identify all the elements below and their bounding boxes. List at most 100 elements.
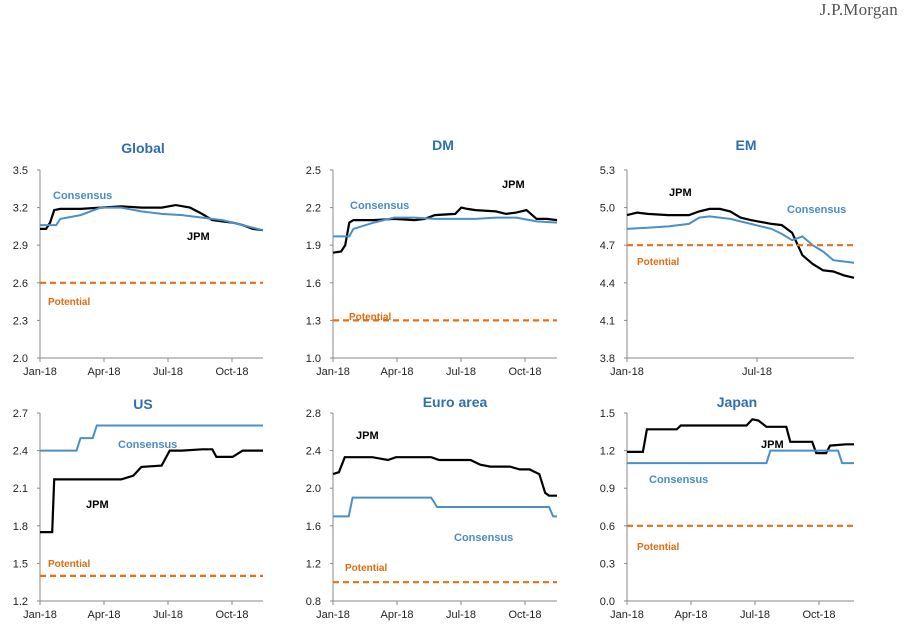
y-tick-label: 2.7	[13, 408, 28, 420]
y-tick-label: 1.8	[13, 521, 28, 533]
y-tick-label: 2.5	[306, 165, 321, 177]
y-tick-label: 1.2	[13, 596, 28, 608]
jpm-line	[332, 456, 557, 497]
potential-series-label: Potential	[637, 542, 679, 553]
x-tick-label: Apr-18	[380, 609, 413, 621]
consensus-line	[627, 449, 854, 465]
y-tick-label: 1.9	[306, 240, 321, 252]
y-tick-label: 4.7	[600, 240, 615, 252]
consensus-series-label: Consensus	[649, 474, 708, 486]
consensus-series-label: Consensus	[350, 200, 409, 212]
jpm-series-label: JPM	[86, 499, 109, 511]
y-tick-label: 2.8	[306, 408, 321, 420]
potential-series-label: Potential	[48, 559, 90, 570]
y-tick-label: 3.2	[13, 203, 28, 215]
y-tick-label: 1.6	[306, 278, 321, 290]
x-tick-label: Oct-18	[508, 609, 541, 621]
x-tick-label: Jul-18	[742, 366, 772, 378]
y-tick-label: 2.6	[13, 278, 28, 290]
y-tick-label: 2.2	[306, 203, 321, 215]
jpm-line	[40, 448, 263, 534]
y-tick-label: 0.3	[600, 558, 615, 570]
jpm-line	[332, 206, 558, 254]
x-tick-label: Apr-18	[87, 366, 120, 378]
x-tick-label: Jan-18	[316, 609, 350, 621]
consensus-series-label: Consensus	[787, 204, 846, 216]
y-tick-label: 1.6	[306, 521, 321, 533]
chart-title: US	[133, 396, 152, 412]
potential-series-label: Potential	[349, 312, 391, 323]
y-tick-label: 1.5	[600, 408, 615, 420]
jpm-line	[40, 203, 264, 232]
jpm-line	[626, 207, 855, 279]
y-tick-label: 3.8	[600, 353, 615, 365]
potential-series-label: Potential	[637, 257, 679, 268]
x-tick-label: Jul-18	[153, 366, 183, 378]
consensus-series-label: Consensus	[53, 190, 112, 202]
x-tick-label: Jan-18	[23, 366, 57, 378]
jpmorgan-logo: J.P.Morgan	[819, 0, 898, 19]
jpm-series-label: JPM	[761, 439, 784, 451]
consensus-line	[626, 215, 855, 264]
potential-series-label: Potential	[48, 297, 90, 308]
y-tick-label: 2.4	[306, 446, 321, 458]
consensus-series-label: Consensus	[118, 439, 177, 451]
x-tick-label: Jan-18	[610, 609, 644, 621]
y-tick-label: 2.1	[13, 483, 28, 495]
chart-title: EM	[736, 137, 757, 153]
y-tick-label: 3.5	[13, 165, 28, 177]
y-tick-label: 2.4	[13, 446, 28, 458]
y-tick-label: 0.9	[600, 483, 615, 495]
jpm-series-label: JPM	[502, 179, 525, 191]
chart-title: Global	[121, 140, 165, 156]
y-tick-label: 2.0	[13, 353, 28, 365]
x-tick-label: Jan-18	[23, 609, 57, 621]
y-tick-label: 0.8	[306, 596, 321, 608]
x-tick-label: Jul-18	[446, 366, 476, 378]
y-tick-label: 2.3	[13, 315, 28, 327]
x-tick-label: Jul-18	[740, 609, 770, 621]
x-tick-label: Oct-18	[508, 366, 541, 378]
consensus-series-label: Consensus	[454, 532, 513, 544]
y-tick-label: 1.2	[306, 558, 321, 570]
chart-title: DM	[432, 137, 454, 153]
jpm-series-label: JPM	[669, 187, 692, 199]
x-tick-label: Oct-18	[215, 609, 248, 621]
y-tick-label: 1.0	[306, 353, 321, 365]
x-tick-label: Jul-18	[446, 609, 476, 621]
jpm-series-label: JPM	[187, 231, 210, 243]
y-tick-label: 2.0	[306, 483, 321, 495]
x-tick-label: Jan-18	[610, 366, 644, 378]
x-tick-label: Apr-18	[674, 609, 707, 621]
y-tick-label: 1.3	[306, 315, 321, 327]
y-tick-label: 0.0	[600, 596, 615, 608]
x-tick-label: Jan-18	[316, 366, 350, 378]
y-tick-label: 4.1	[600, 315, 615, 327]
jpm-line	[627, 418, 854, 455]
y-tick-label: 2.9	[13, 240, 28, 252]
consensus-line	[40, 424, 263, 452]
y-tick-label: 1.5	[13, 558, 28, 570]
x-tick-label: Jul-18	[153, 609, 183, 621]
chart-title: Japan	[717, 394, 757, 410]
y-tick-label: 5.3	[600, 165, 615, 177]
y-tick-label: 1.2	[600, 446, 615, 458]
x-tick-label: Apr-18	[380, 366, 413, 378]
y-tick-label: 4.4	[600, 278, 615, 290]
consensus-line	[333, 216, 558, 238]
consensus-line	[333, 496, 557, 518]
x-tick-label: Oct-18	[802, 609, 835, 621]
consensus-line	[40, 206, 264, 232]
y-tick-label: 5.0	[600, 203, 615, 215]
x-tick-label: Oct-18	[215, 366, 248, 378]
potential-series-label: Potential	[345, 563, 387, 574]
chart-title: Euro area	[423, 394, 488, 410]
x-tick-label: Apr-18	[87, 609, 120, 621]
